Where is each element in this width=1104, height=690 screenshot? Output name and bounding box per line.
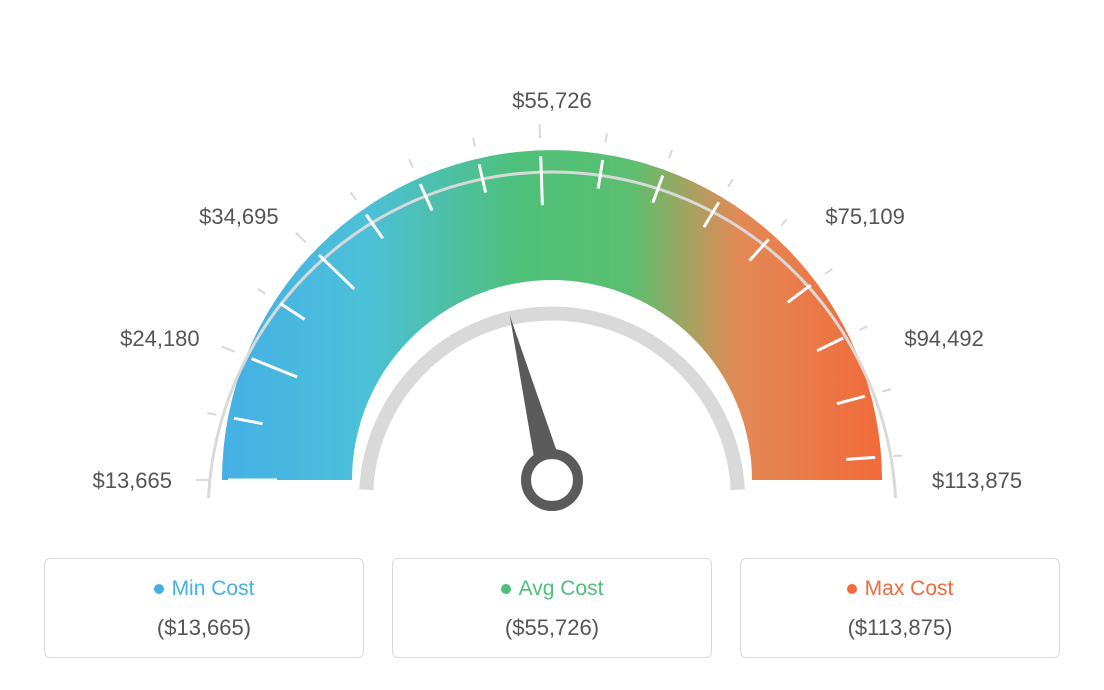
gauge-tick-label: $113,875: [932, 468, 1022, 494]
legend-min-title-text: Min Cost: [172, 577, 255, 600]
gauge-tick-label: $94,492: [904, 326, 984, 352]
gauge-svg: [102, 40, 1002, 560]
legend-title-min: Min Cost: [57, 577, 351, 601]
legend-max-title-text: Max Cost: [865, 577, 954, 600]
legend-title-max: Max Cost: [753, 577, 1047, 601]
legend-avg-value: ($55,726): [405, 615, 699, 641]
legend-max-value: ($113,875): [753, 615, 1047, 641]
dot-icon: [501, 584, 511, 594]
legend-title-avg: Avg Cost: [405, 577, 699, 601]
legend-avg-title-text: Avg Cost: [519, 577, 604, 600]
legend-card-max: Max Cost ($113,875): [740, 558, 1060, 658]
dot-icon: [154, 584, 164, 594]
gauge-tick-label: $13,665: [92, 468, 172, 494]
gauge-chart: $13,665 $24,180 $34,695 $55,726 $75,109 $94,4…: [22, 20, 1082, 550]
legend-card-min: Min Cost ($13,665): [44, 558, 364, 658]
gauge-tick-label: $75,109: [825, 204, 905, 230]
legend-card-avg: Avg Cost ($55,726): [392, 558, 712, 658]
dot-icon: [847, 584, 857, 594]
gauge-tick-label: $24,180: [120, 326, 200, 352]
gauge-tick-label: $55,726: [512, 88, 592, 114]
legend-min-value: ($13,665): [57, 615, 351, 641]
gauge-tick-label: $34,695: [199, 204, 279, 230]
legend-row: Min Cost ($13,665) Avg Cost ($55,726) Ma…: [20, 558, 1084, 658]
